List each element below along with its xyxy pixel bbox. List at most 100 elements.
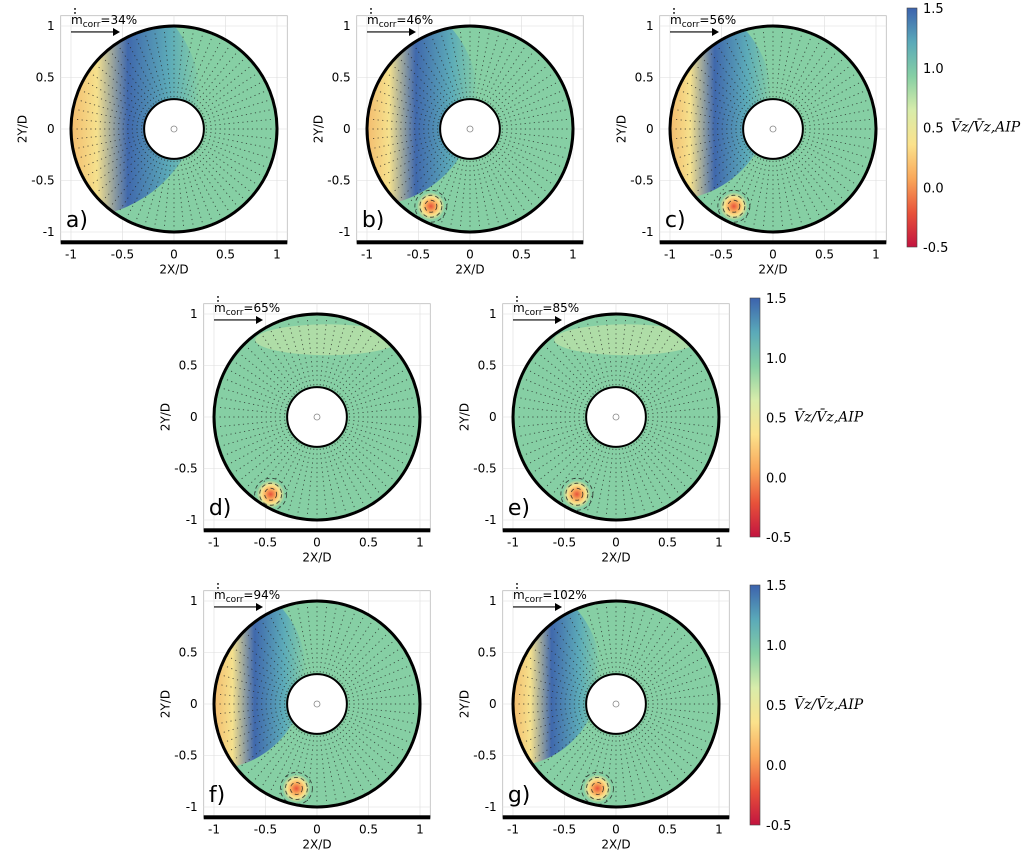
y-tick-label: 0.5 — [332, 71, 351, 85]
x-tick-label: 0 — [612, 535, 620, 549]
y-axis-label: 2Y/D — [458, 403, 472, 431]
colorbar-tick-label: 1.5 — [923, 2, 944, 17]
vortex-swirl — [259, 482, 283, 506]
mass-flow-dot — [217, 296, 219, 298]
colorbar-gradient — [749, 297, 761, 538]
y-ticks: -1 -0.5 0 0.5 1 — [473, 594, 496, 814]
panel-label: e) — [508, 496, 530, 521]
panel-a: -1 -0.5 0 0.5 1 -1 -0.5 0 0.5 1 2X/D 2Y/D mcorr=34% a… — [16, 8, 288, 276]
colorbar-tick-label: 0.5 — [766, 412, 787, 427]
panel-label: a) — [66, 208, 88, 233]
mass-flow-arrowhead — [555, 602, 562, 611]
y-tick-label: -1 — [485, 513, 497, 527]
x-tick-label: 0 — [313, 535, 321, 549]
x-tick-label: 0.5 — [658, 535, 677, 549]
mass-flow-symbol: m — [214, 301, 226, 315]
y-tick-label: 0 — [343, 122, 351, 136]
y-tick-label: -0.5 — [174, 462, 197, 476]
outer-casing — [668, 24, 878, 234]
mass-flow-label: mcorr=34% — [71, 13, 137, 30]
x-tick-label: -0.5 — [254, 822, 277, 836]
mass-flow-dot — [516, 296, 518, 298]
x-tick-label: 0.5 — [658, 822, 677, 836]
low-velocity-region — [367, 26, 478, 207]
x-axis-label: 2X/D — [159, 262, 188, 276]
y-ticks: -1 -0.5 0 0.5 1 — [473, 307, 496, 527]
bottom-spine — [60, 240, 288, 245]
x-tick-label: 1 — [715, 535, 723, 549]
y-tick-label: 1 — [190, 594, 198, 608]
mass-flow-label: mcorr=102% — [513, 588, 587, 605]
x-tick-label: -0.5 — [710, 247, 733, 261]
mass-flow-dot — [217, 300, 219, 302]
mass-flow-subscript: corr — [525, 595, 543, 605]
panel-b: -1 -0.5 0 0.5 1 -1 -0.5 0 0.5 1 2X/D 2Y/D mcorr=46% b… — [312, 8, 584, 276]
mass-flow-arrowhead — [256, 315, 263, 324]
hub-center — [769, 125, 777, 133]
vortex-core — [719, 192, 748, 221]
vortex-swirl — [419, 194, 443, 218]
colorbar-tick-label: 0.0 — [766, 759, 787, 774]
colorbar-tick-label: 0.5 — [766, 699, 787, 714]
mass-flow-subscript: corr — [83, 20, 101, 30]
hub-center — [313, 413, 321, 421]
x-tick-label: 0 — [466, 247, 474, 261]
y-tick-label: 1 — [646, 19, 654, 33]
mass-flow-dot — [217, 587, 219, 589]
y-tick-label: 0 — [489, 410, 497, 424]
y-tick-label: -0.5 — [31, 174, 54, 188]
y-tick-label: 0.5 — [478, 646, 497, 660]
x-tick-label: -1 — [361, 247, 373, 261]
mass-flow-dot — [370, 8, 372, 10]
mass-flow-subscript: corr — [226, 308, 244, 318]
vortex-swirl — [586, 777, 609, 800]
y-ticks: -1 -0.5 0 0.5 1 — [31, 19, 54, 239]
y-ticks: -1 -0.5 0 0.5 1 — [630, 19, 653, 239]
x-tick-label: 0 — [313, 822, 321, 836]
mass-flow-symbol: m — [670, 13, 682, 27]
bottom-spine — [502, 528, 730, 533]
mass-flow-label: mcorr=94% — [214, 588, 280, 605]
mass-flow-dot — [74, 8, 76, 10]
x-ticks: -1 -0.5 0 0.5 1 — [208, 822, 424, 836]
mass-flow-dot — [74, 12, 76, 14]
mass-flow-subscript: corr — [525, 308, 543, 318]
panel-label: f) — [209, 783, 225, 808]
mass-flow-dot — [516, 583, 518, 585]
mass-flow-value: =85% — [542, 301, 579, 315]
y-ticks: -1 -0.5 0 0.5 1 — [327, 19, 350, 239]
x-tick-label: 1 — [872, 247, 880, 261]
bottom-spine — [356, 240, 584, 245]
x-axis-label: 2X/D — [758, 262, 787, 276]
y-tick-label: 0 — [489, 697, 497, 711]
hub-center — [170, 125, 178, 133]
outer-casing — [212, 599, 422, 809]
y-tick-label: 1 — [47, 19, 55, 33]
hub — [585, 386, 647, 448]
x-tick-label: -1 — [208, 822, 220, 836]
mass-flow-arrowhead — [256, 602, 263, 611]
x-tick-label: 0 — [170, 247, 178, 261]
mass-flow-value: =102% — [542, 588, 586, 602]
y-axis-label: 2Y/D — [16, 115, 30, 143]
mass-flow-dot — [370, 12, 372, 14]
y-tick-label: -1 — [186, 800, 198, 814]
panel-label: d) — [209, 496, 232, 521]
x-tick-label: -0.5 — [407, 247, 430, 261]
colorbar-gradient — [749, 584, 761, 826]
colorbar-tick-label: 1.0 — [766, 352, 787, 367]
panel-f: -1 -0.5 0 0.5 1 -1 -0.5 0 0.5 1 2X/D 2Y/D mcorr=94% f… — [159, 583, 431, 851]
y-tick-label: -1 — [642, 225, 654, 239]
mass-flow-symbol: m — [513, 588, 525, 602]
y-tick-label: 0 — [646, 122, 654, 136]
y-tick-label: -1 — [485, 800, 497, 814]
mass-flow-symbol: m — [71, 13, 83, 27]
outer-casing — [212, 312, 422, 522]
x-tick-label: -0.5 — [254, 535, 277, 549]
colorbar-tick-label: 1.5 — [766, 579, 787, 594]
colorbar-tick-label: 0.0 — [766, 471, 787, 486]
y-tick-label: 1 — [489, 307, 497, 321]
y-tick-label: 0.5 — [478, 359, 497, 373]
vortex-core — [583, 774, 612, 803]
x-tick-label: 1 — [273, 247, 281, 261]
